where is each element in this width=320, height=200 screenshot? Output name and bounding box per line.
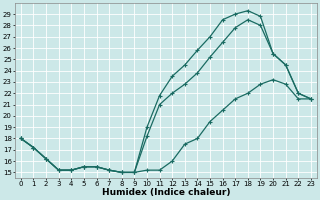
X-axis label: Humidex (Indice chaleur): Humidex (Indice chaleur) (102, 188, 230, 197)
